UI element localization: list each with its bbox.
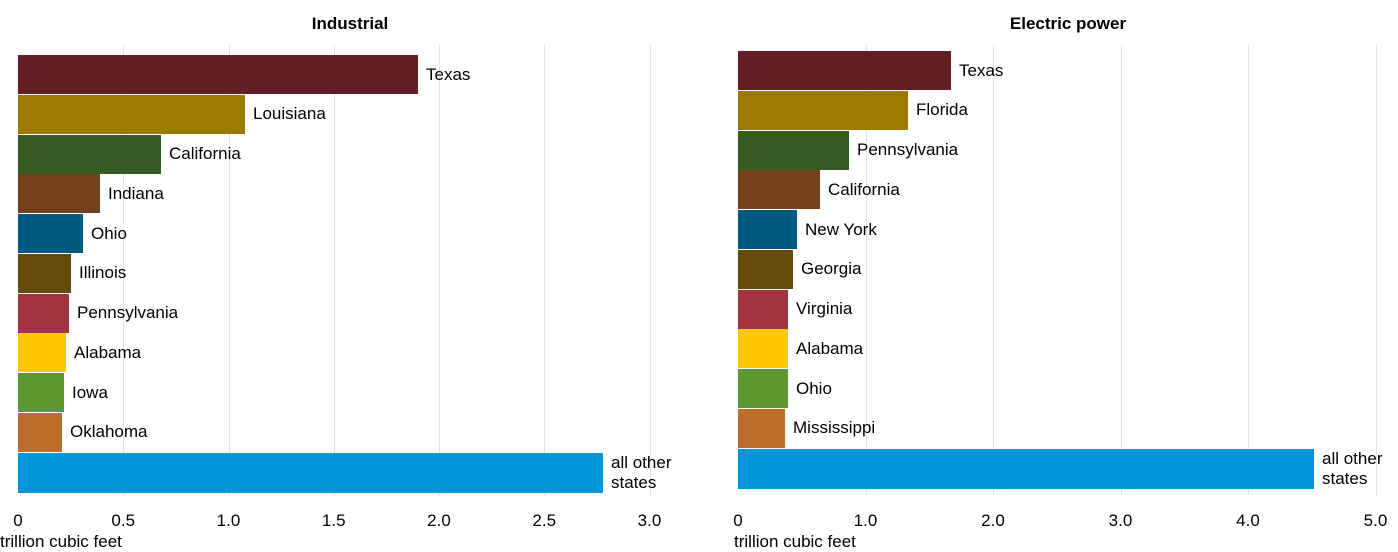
bar-label-line: states	[1322, 469, 1368, 488]
bar	[738, 449, 1314, 489]
x-tick-label: 5.0	[1363, 511, 1388, 530]
bar	[18, 95, 245, 134]
bar	[18, 214, 83, 253]
x-tick-label: 3.0	[637, 511, 662, 530]
bar	[18, 453, 603, 493]
x-tick-label: 0	[13, 511, 23, 530]
bar-label: California	[169, 144, 241, 163]
electric-power-chart: Electric power trillion cubic feet 0 1.0 2…	[700, 0, 1398, 552]
bar-label-line: states	[611, 473, 657, 492]
x-tick-label: 2.0	[427, 511, 451, 530]
bar-label: Indiana	[108, 184, 164, 203]
bar-label-line: all other	[611, 453, 672, 472]
x-tick-label: 0.5	[111, 511, 136, 530]
bar	[738, 210, 797, 249]
chart-title: Electric power	[1009, 14, 1127, 33]
bar	[738, 369, 788, 408]
bar-label: Florida	[916, 100, 968, 119]
gridline	[866, 45, 867, 495]
gridline	[993, 45, 994, 495]
bar	[18, 413, 62, 452]
x-tick-label: 1.5	[321, 511, 346, 530]
x-axis-label: trillion cubic feet	[0, 532, 122, 551]
bar-label: all other states	[1322, 449, 1382, 489]
bar-label: Iowa	[72, 383, 108, 402]
bar-label: Ohio	[796, 379, 832, 398]
bar	[18, 373, 64, 412]
x-tick-label: 0	[733, 511, 743, 530]
bar-label: Illinois	[79, 263, 127, 282]
bar	[738, 250, 793, 289]
gridline	[229, 45, 230, 495]
x-axis-label: trillion cubic feet	[734, 532, 856, 551]
bar-label: all other states	[611, 453, 671, 493]
bar-label: Oklahoma	[70, 422, 148, 441]
gridline	[544, 45, 545, 495]
gridline	[439, 45, 440, 495]
bar-label: Pennsylvania	[77, 303, 179, 322]
bar	[738, 170, 820, 209]
bar	[18, 333, 66, 372]
bar-label: Virginia	[796, 299, 853, 318]
bar	[738, 290, 788, 329]
gridline	[650, 45, 651, 495]
bar	[18, 294, 69, 333]
bar-label: Alabama	[74, 343, 142, 362]
bar	[738, 91, 908, 130]
x-tick-label: 3.0	[1108, 511, 1133, 530]
bar	[18, 174, 100, 213]
bar	[18, 55, 418, 94]
bar	[738, 409, 785, 448]
x-tick-label: 4.0	[1236, 511, 1260, 530]
gridline	[1248, 45, 1249, 495]
bar-label: Louisiana	[253, 104, 326, 123]
bar-label: Alabama	[796, 339, 864, 358]
bar	[18, 254, 71, 293]
bar-label: Mississippi	[793, 418, 876, 437]
bar-label: California	[828, 180, 900, 199]
bar-label: New York	[805, 220, 877, 239]
bar-label: Pennsylvania	[857, 140, 959, 159]
bar	[738, 51, 951, 90]
bar	[738, 131, 849, 170]
gridline	[1376, 45, 1377, 495]
bar-label: Georgia	[801, 259, 862, 278]
bar-label: Ohio	[91, 224, 127, 243]
bar-label: Texas	[959, 61, 1004, 80]
gridline	[1121, 45, 1122, 495]
bar-label: Texas	[426, 65, 471, 84]
x-tick-label: 2.5	[532, 511, 557, 530]
x-tick-label: 2.0	[981, 511, 1005, 530]
industrial-chart: Industrial trillion cubic feet 0 0.5 1.0 1.…	[0, 14, 671, 551]
x-tick-label: 1.0	[216, 511, 241, 530]
gridline	[123, 45, 124, 495]
x-tick-label: 1.0	[853, 511, 878, 530]
chart-title: Industrial	[311, 14, 389, 33]
bar	[18, 135, 161, 174]
bar-label-line: all other	[1322, 449, 1383, 468]
gridline	[334, 45, 335, 495]
bar	[738, 329, 788, 368]
